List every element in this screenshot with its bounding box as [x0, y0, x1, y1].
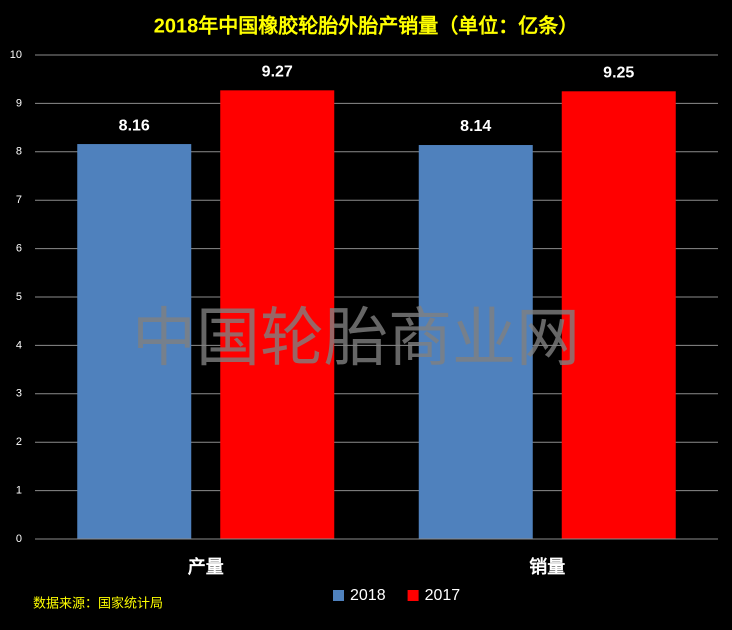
y-tick-label: 7	[16, 194, 22, 206]
value-label: 9.25	[603, 65, 634, 82]
legend-swatch	[333, 590, 344, 601]
legend-swatch	[407, 590, 419, 601]
value-label: 9.27	[262, 64, 293, 81]
y-tick-label: 0	[16, 533, 22, 545]
y-tick-label: 9	[16, 97, 22, 109]
y-tick-label: 3	[16, 388, 22, 400]
legend-label: 2018	[350, 587, 386, 604]
y-tick-label: 2	[16, 436, 22, 448]
y-tick-label: 8	[16, 146, 22, 158]
bar	[561, 91, 676, 540]
y-tick-label: 4	[16, 339, 22, 351]
source-note: 数据来源：国家统计局	[33, 595, 163, 610]
y-tick-label: 5	[16, 291, 22, 303]
value-label: 8.16	[119, 117, 150, 134]
chart-title: 2018年中国橡胶轮胎外胎产销量（单位：亿条）	[154, 13, 579, 37]
x-tick-label: 销量	[529, 556, 565, 577]
watermark: 中国轮胎商业网	[132, 302, 580, 374]
y-tick-label: 10	[10, 49, 22, 61]
bar	[77, 144, 192, 539]
y-tick-label: 1	[16, 485, 22, 497]
legend-label: 2017	[425, 587, 461, 604]
bar	[220, 90, 335, 539]
x-tick-label: 产量	[188, 556, 224, 577]
bar	[418, 145, 533, 540]
value-label: 8.14	[460, 118, 491, 135]
y-tick-label: 6	[16, 243, 22, 255]
